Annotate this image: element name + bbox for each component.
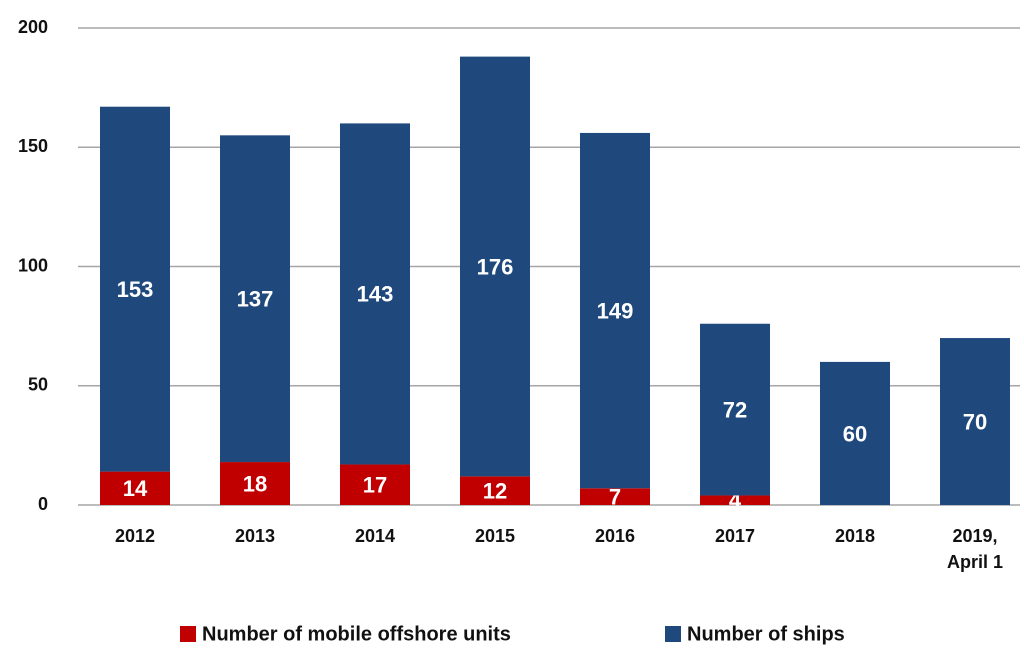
x-tick-label: 2015 xyxy=(474,526,516,546)
bar-segment xyxy=(940,338,1010,505)
bar-segment xyxy=(580,488,650,505)
data-label: 176 xyxy=(477,254,514,279)
data-label: 137 xyxy=(237,287,274,312)
x-tick-label: 2019, April 1 xyxy=(946,526,1003,572)
bar-segment xyxy=(100,471,170,505)
x-tick-label: 2014 xyxy=(354,526,396,546)
bar-segment xyxy=(460,476,530,505)
bar-segment xyxy=(580,132,650,489)
bar-segment xyxy=(220,135,290,463)
bar-segment xyxy=(460,56,530,477)
data-label: 12 xyxy=(483,479,507,504)
data-label: 149 xyxy=(597,298,634,323)
legend-label: Number of mobile offshore units xyxy=(202,623,511,645)
y-tick-label: 100 xyxy=(18,255,48,275)
data-label: 143 xyxy=(357,282,394,307)
data-label: 72 xyxy=(723,397,747,422)
y-tick-label: 0 xyxy=(38,494,48,514)
y-tick-label: 200 xyxy=(18,17,48,37)
bar-segment xyxy=(220,462,290,505)
bar-segment xyxy=(340,464,410,505)
legend-label: Number of ships xyxy=(687,623,845,645)
x-tick-label: 2013 xyxy=(234,526,276,546)
bar-segment xyxy=(100,106,170,472)
legend-swatch xyxy=(180,626,196,642)
x-tick-label: 2018 xyxy=(834,526,876,546)
data-label: 7 xyxy=(609,484,621,509)
x-tick-label: 2016 xyxy=(594,526,636,546)
y-tick-label: 150 xyxy=(18,136,48,156)
data-label: 17 xyxy=(363,473,387,498)
data-label: 70 xyxy=(963,409,987,434)
data-label: 14 xyxy=(123,476,148,501)
bar-segment xyxy=(700,323,770,496)
data-label: 153 xyxy=(117,277,154,302)
y-tick-label: 50 xyxy=(28,375,48,395)
bar-segment xyxy=(700,495,770,505)
x-tick-label: 2017 xyxy=(714,526,756,546)
data-label: 60 xyxy=(843,421,867,446)
bar-segment xyxy=(820,361,890,505)
legend-swatch xyxy=(665,626,681,642)
data-label: 18 xyxy=(243,471,267,496)
bar-segment xyxy=(340,123,410,465)
x-tick-label: 2012 xyxy=(114,526,156,546)
